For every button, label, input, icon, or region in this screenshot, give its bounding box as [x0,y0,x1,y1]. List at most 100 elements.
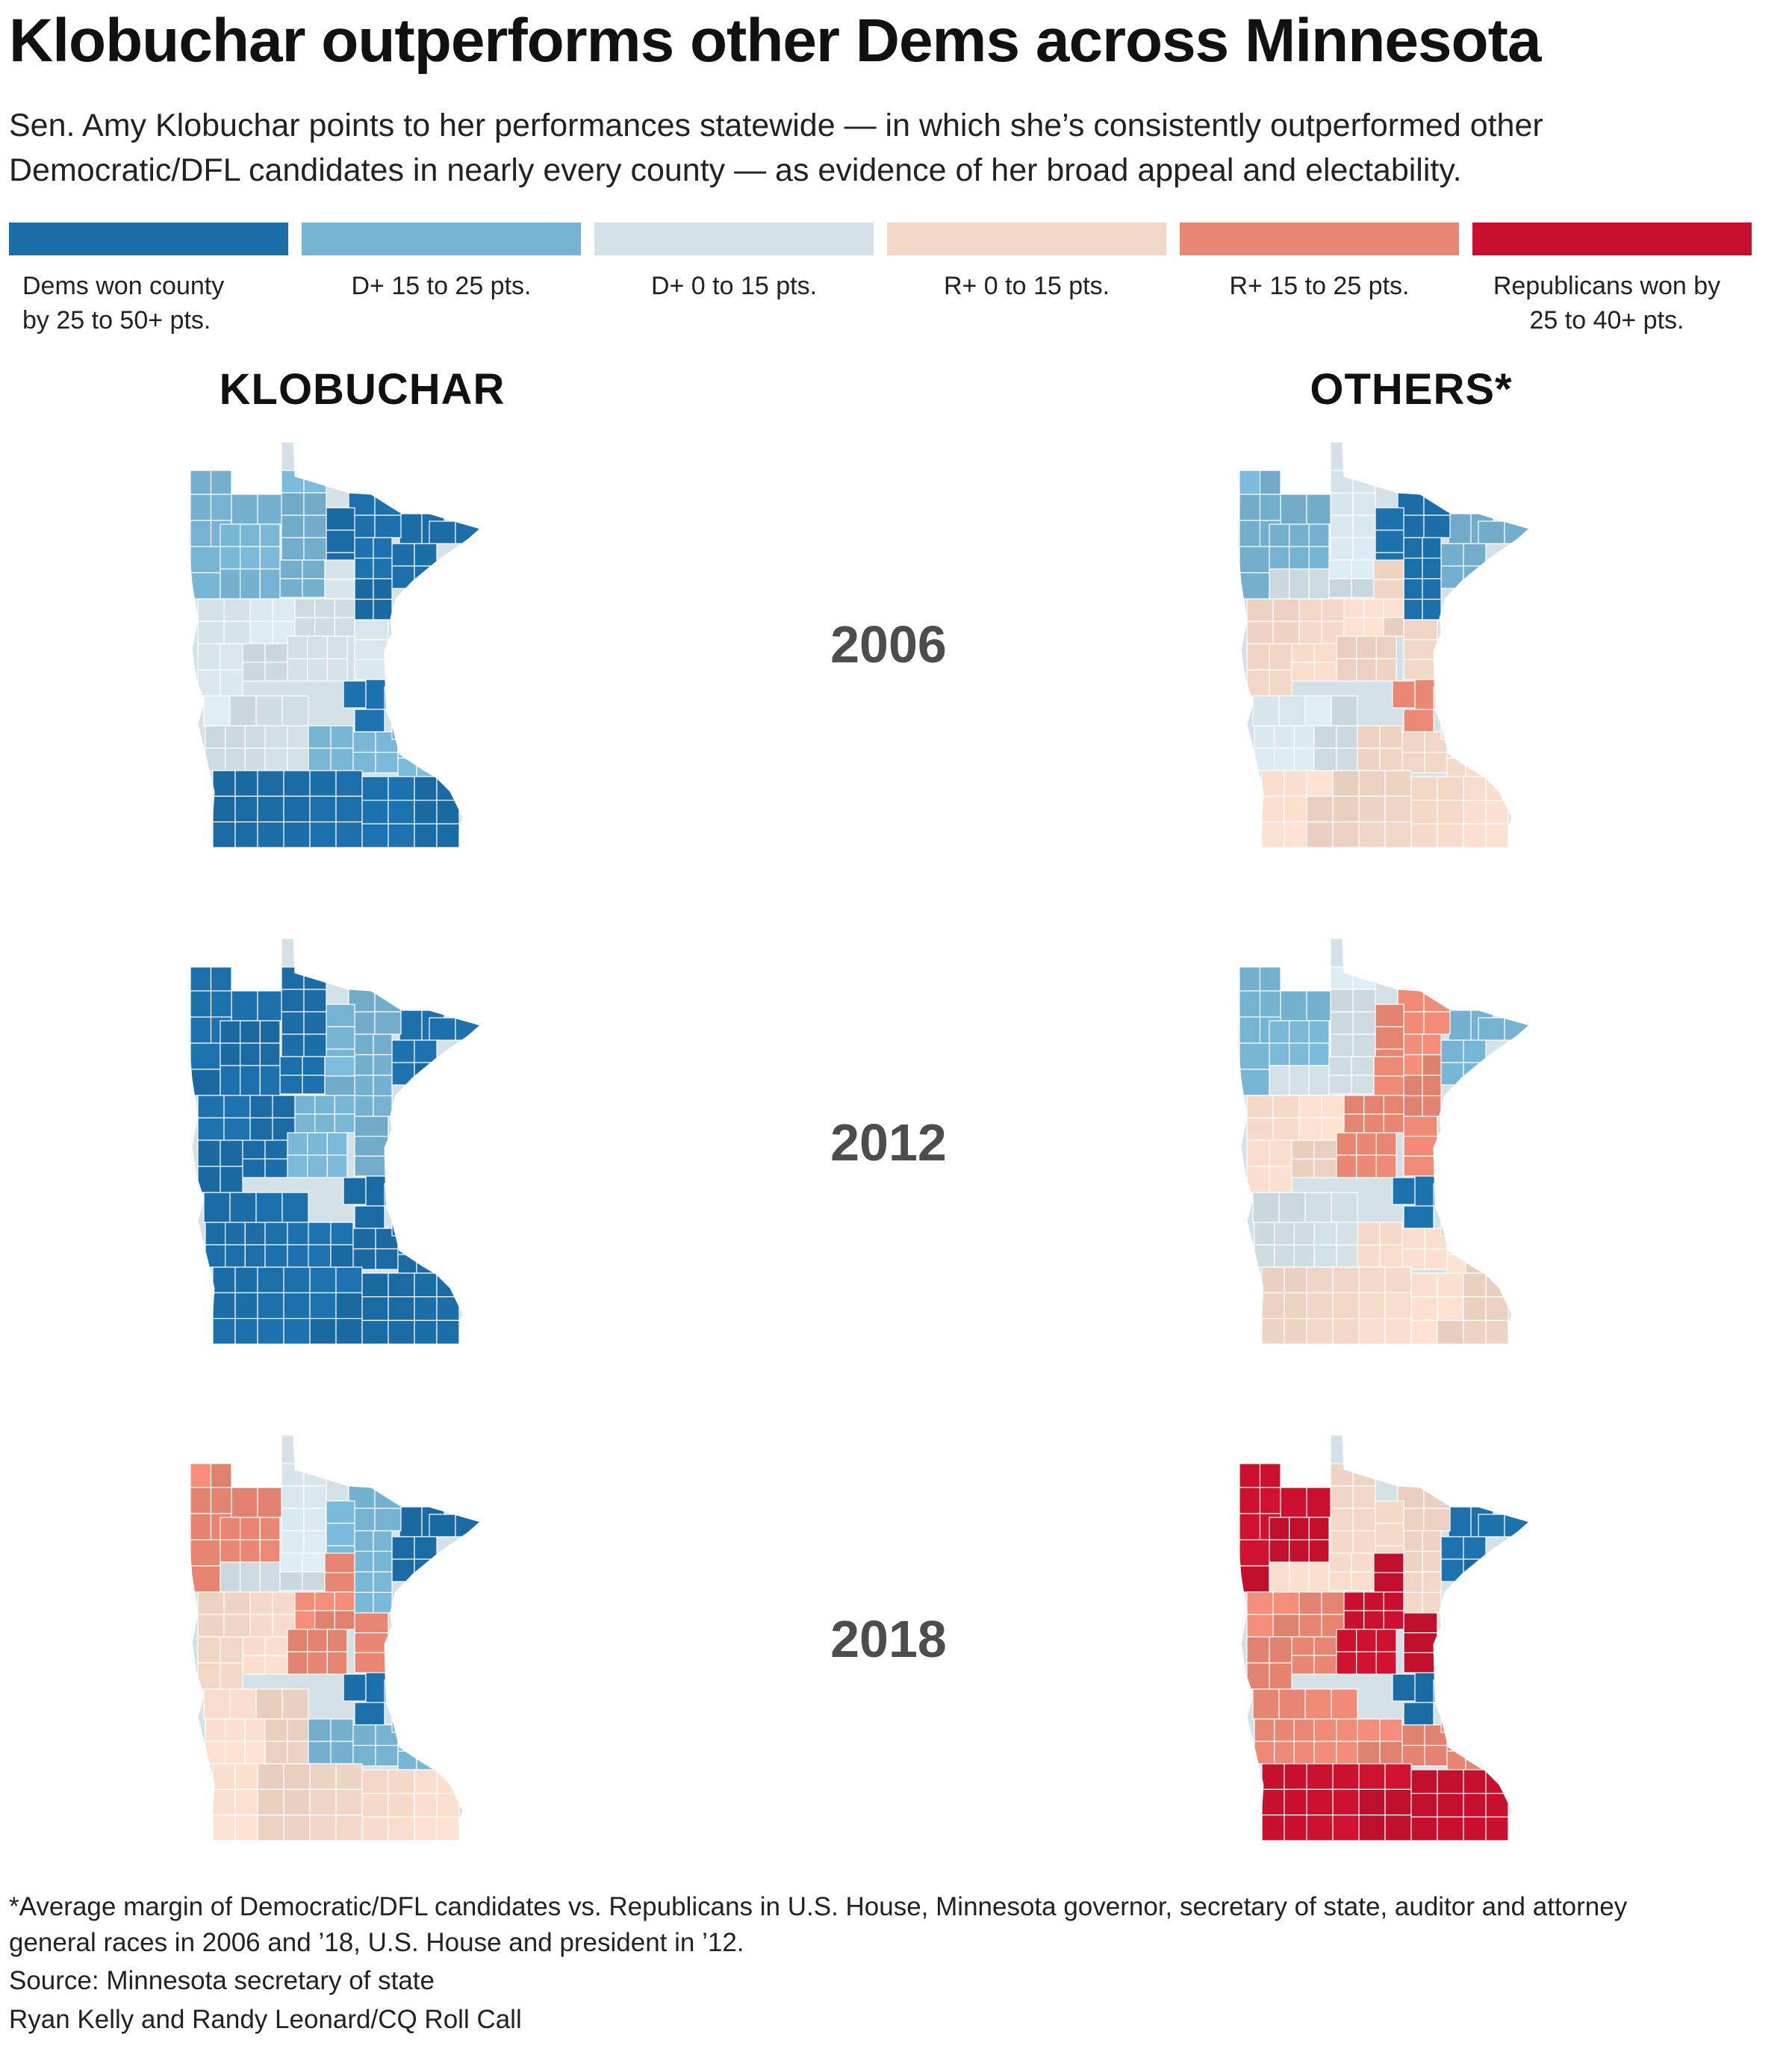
legend-swatch [1472,223,1752,255]
county-southeast [397,757,417,777]
county-north_shore [455,1514,480,1537]
county-central [334,1610,355,1630]
county-northwest [1239,1565,1270,1593]
county-west_central [1246,1636,1270,1664]
legend-item-dem-25-50: Dems won county by 25 to 50+ pts. [9,223,288,338]
county-south_border [1410,800,1438,824]
county-central [354,1652,389,1673]
county-north_central [1330,470,1354,494]
legend-swatch [887,223,1166,255]
county-north_central [1351,1571,1375,1591]
county-north_central [281,1011,305,1035]
county-central [1343,1591,1365,1611]
county-arrowhead [1373,507,1404,531]
county-arrowhead [374,989,402,1013]
county-southeast [1379,1244,1403,1268]
county-north_central [281,1530,305,1554]
county-metro [1433,686,1449,710]
county-arrowhead [354,1054,374,1076]
county-northwest [1239,1487,1261,1514]
county-south_border [335,1815,363,1841]
county-southwest [244,747,266,771]
county-south_border [1306,1788,1334,1816]
county-central [1383,617,1404,637]
county-west_central [223,1591,251,1615]
county-southeast [1401,1724,1425,1747]
county-southeast [397,1254,417,1274]
county-southwest [1274,1244,1295,1268]
county-north_central [1328,1075,1352,1095]
county-southwest [203,1192,231,1223]
map-klobuchar-2012 [188,938,482,1345]
county-southeast [1357,1718,1381,1742]
legend-item-dem-15-25: D+ 15 to 25 pts. [302,223,581,303]
county-central [1363,1591,1384,1611]
county-central [1336,1132,1357,1156]
county-northwest [220,1539,241,1563]
county-south_border [1463,823,1487,848]
county-north_central [303,537,327,561]
county-west_central [1313,1139,1337,1160]
county-south_border [335,1318,363,1344]
county-central [1343,1095,1365,1115]
county-southwest [225,1718,246,1742]
county-south_border [436,1296,460,1321]
county-central [1336,1154,1357,1178]
county-arrowhead [354,578,374,600]
county-south_border [257,795,284,823]
county-south_border [257,1788,284,1816]
county-northwest [210,966,232,992]
county-northwest [259,1042,281,1066]
county-southwest [244,1718,266,1742]
county-west_central [1246,1166,1270,1193]
county-south_border [1437,776,1464,801]
county-central [334,598,355,618]
county-north_shore [399,1506,423,1537]
county-south_border [1284,1763,1307,1790]
county-north_central [1352,1011,1376,1035]
county-northwest [1280,1487,1307,1518]
county-arrowhead [1403,1075,1423,1097]
county-central [1383,598,1404,618]
county-south_border [436,1769,460,1794]
county-arrowhead [373,1550,393,1573]
county-northwest [1308,1042,1330,1066]
county-south_border [1261,795,1285,823]
county-south_border [1485,776,1509,801]
county-south_border [361,1816,389,1841]
county-west_central [197,1662,221,1690]
county-south_border [1306,821,1334,848]
county-central [314,598,335,618]
county-south_border [1332,1318,1360,1344]
county-south_border [1485,1769,1509,1794]
county-northwest [1239,1042,1270,1070]
county-south_border [283,1318,311,1344]
county-south_border [1332,1788,1360,1816]
county-southeast [1440,1205,1472,1237]
county-southwest [205,725,226,749]
county-south_border [212,1815,236,1841]
county-west_central [264,643,288,663]
map-klobuchar-2006 [188,441,482,848]
county-southwest [244,1741,266,1764]
county-central [1383,1591,1404,1611]
county-west_central [242,1655,266,1675]
county-north_shore [1440,1558,1464,1582]
county-arrowhead [1422,537,1442,559]
county-south_border [1284,1318,1307,1344]
county-southwest [281,1192,309,1223]
county-central [1373,579,1404,600]
county-northwest [1239,572,1270,600]
county-south_border [414,1793,438,1818]
county-north_central [279,1571,303,1591]
county-north_central [281,1508,305,1532]
county-south_border [1384,821,1412,848]
county-north_central [259,1561,281,1593]
county-north_central [303,1485,327,1509]
county-southwest [281,1688,309,1720]
county-south_border [361,1769,389,1794]
year-label-2006: 2006 [830,615,947,674]
county-northwest [1239,1016,1261,1044]
county-south_border [1384,1292,1412,1319]
county-southeast [1379,1741,1403,1764]
